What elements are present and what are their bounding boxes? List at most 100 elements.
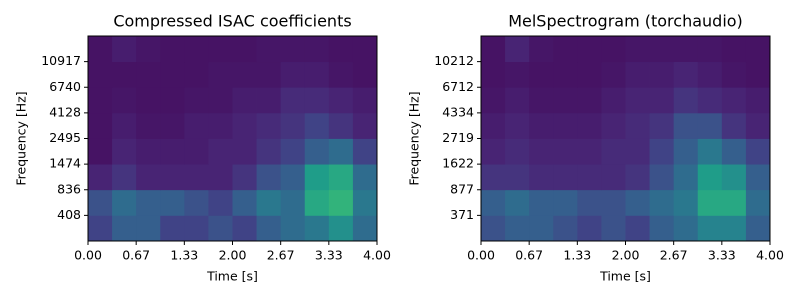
x-tick-label: 0.00 — [467, 248, 495, 263]
heatmap-cell — [328, 87, 354, 114]
heatmap-cell — [352, 87, 378, 114]
heatmap-cell — [304, 61, 330, 88]
heatmap-cell — [328, 164, 354, 191]
heatmap-cell — [553, 87, 578, 114]
heatmap-cell — [184, 61, 209, 88]
y-tick-label: 836 — [57, 181, 81, 196]
x-axis-label: Time [s] — [599, 269, 651, 284]
heatmap-cell — [304, 138, 330, 165]
y-tick-label: 371 — [450, 207, 474, 222]
y-tick-label: 6740 — [49, 79, 81, 94]
heatmap-cell — [529, 189, 554, 216]
heatmap-cell — [697, 215, 723, 242]
heatmap-cell — [232, 112, 257, 139]
heatmap-cell — [352, 36, 378, 63]
heatmap-cell — [649, 138, 675, 165]
heatmap-cell — [745, 61, 771, 88]
heatmap-cell — [160, 164, 185, 191]
chart-title: Compressed ISAC coefficients — [113, 12, 351, 31]
heatmap-cell — [256, 61, 282, 88]
heatmap-cell — [88, 61, 113, 88]
heatmap-cell — [112, 87, 137, 114]
heatmap-cell — [697, 138, 723, 165]
heatmap-cell — [88, 164, 113, 191]
heatmap-cell — [184, 87, 209, 114]
y-tick-label: 10212 — [434, 53, 474, 68]
heatmap-cell — [625, 189, 650, 216]
heatmap-cell — [328, 112, 354, 139]
heatmap-cell — [160, 138, 185, 165]
heatmap-cell — [505, 36, 530, 63]
heatmap-cell — [553, 215, 578, 242]
x-tick-label: 2.00 — [219, 248, 247, 263]
heatmap-cell — [601, 189, 626, 216]
y-tick-label: 877 — [450, 181, 474, 196]
heatmap-cell — [112, 61, 137, 88]
heatmap-cell — [673, 164, 699, 191]
heatmap-cell — [280, 215, 306, 242]
heatmap-cell — [256, 36, 282, 63]
heatmap-cell — [601, 164, 626, 191]
heatmap-cell — [673, 36, 699, 63]
heatmap-cell — [256, 112, 282, 139]
heatmap-cell — [673, 112, 699, 139]
heatmap-cell — [625, 36, 650, 63]
heatmap-cell — [745, 215, 771, 242]
heatmap-cell — [601, 112, 626, 139]
heatmap-cell — [88, 215, 113, 242]
heatmap-cell — [529, 87, 554, 114]
heatmap-cell — [256, 189, 282, 216]
heatmap-cell — [232, 138, 257, 165]
heatmap-cell — [328, 36, 354, 63]
heatmap-cell — [625, 138, 650, 165]
heatmap-cell — [136, 138, 161, 165]
x-tick-label: 2.67 — [267, 248, 295, 263]
heatmap-cell — [577, 164, 602, 191]
heatmap-cell — [481, 138, 506, 165]
y-tick-label: 408 — [57, 207, 81, 222]
heatmap-cell — [304, 36, 330, 63]
heatmap-cell — [160, 36, 185, 63]
heatmap-cell — [112, 36, 137, 63]
heatmap-cell — [232, 189, 257, 216]
heatmap-cell — [328, 61, 354, 88]
heatmap-cell — [304, 112, 330, 139]
x-tick-label: 3.33 — [708, 248, 736, 263]
heatmap-cell — [208, 164, 233, 191]
heatmap-cell — [721, 189, 747, 216]
heatmap-cell — [256, 87, 282, 114]
heatmap-cell — [136, 36, 161, 63]
heatmap-cell — [601, 138, 626, 165]
heatmap-cell — [505, 87, 530, 114]
heatmap-cell — [208, 189, 233, 216]
heatmap-cell — [304, 87, 330, 114]
heatmap-cell — [505, 189, 530, 216]
x-tick-label: 2.00 — [612, 248, 640, 263]
heatmap-cell — [553, 164, 578, 191]
heatmap-cell — [160, 87, 185, 114]
heatmap-cell — [721, 215, 747, 242]
heatmap-cell — [280, 36, 306, 63]
heatmap-cell — [721, 112, 747, 139]
heatmap-cell — [505, 164, 530, 191]
heatmap-cell — [184, 112, 209, 139]
heatmap-cell — [625, 61, 650, 88]
x-tick-label: 0.67 — [122, 248, 150, 263]
y-tick-label: 6712 — [442, 79, 474, 94]
heatmap-cell — [577, 87, 602, 114]
x-tick-label: 1.33 — [563, 248, 591, 263]
heatmap-cell — [352, 112, 378, 139]
heatmap-cell — [184, 138, 209, 165]
heatmap-cell — [136, 87, 161, 114]
heatmap-cell — [553, 138, 578, 165]
heatmap-cell — [481, 164, 506, 191]
x-tick-label: 0.67 — [515, 248, 543, 263]
heatmap-cell — [601, 61, 626, 88]
heatmap-cell — [256, 164, 282, 191]
y-tick-label: 1474 — [49, 156, 81, 171]
heatmap-cell — [232, 36, 257, 63]
y-tick-label: 4334 — [442, 104, 474, 119]
heatmap-cell — [649, 61, 675, 88]
heatmap-cell — [529, 138, 554, 165]
heatmap-cell — [601, 215, 626, 242]
